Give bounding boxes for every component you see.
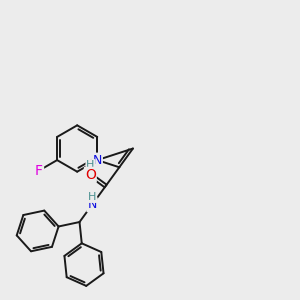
Text: O: O	[85, 168, 96, 182]
Text: N: N	[87, 198, 97, 211]
Text: F: F	[35, 164, 43, 178]
Text: H: H	[88, 192, 96, 202]
Text: N: N	[93, 154, 102, 166]
Text: H: H	[86, 160, 95, 170]
